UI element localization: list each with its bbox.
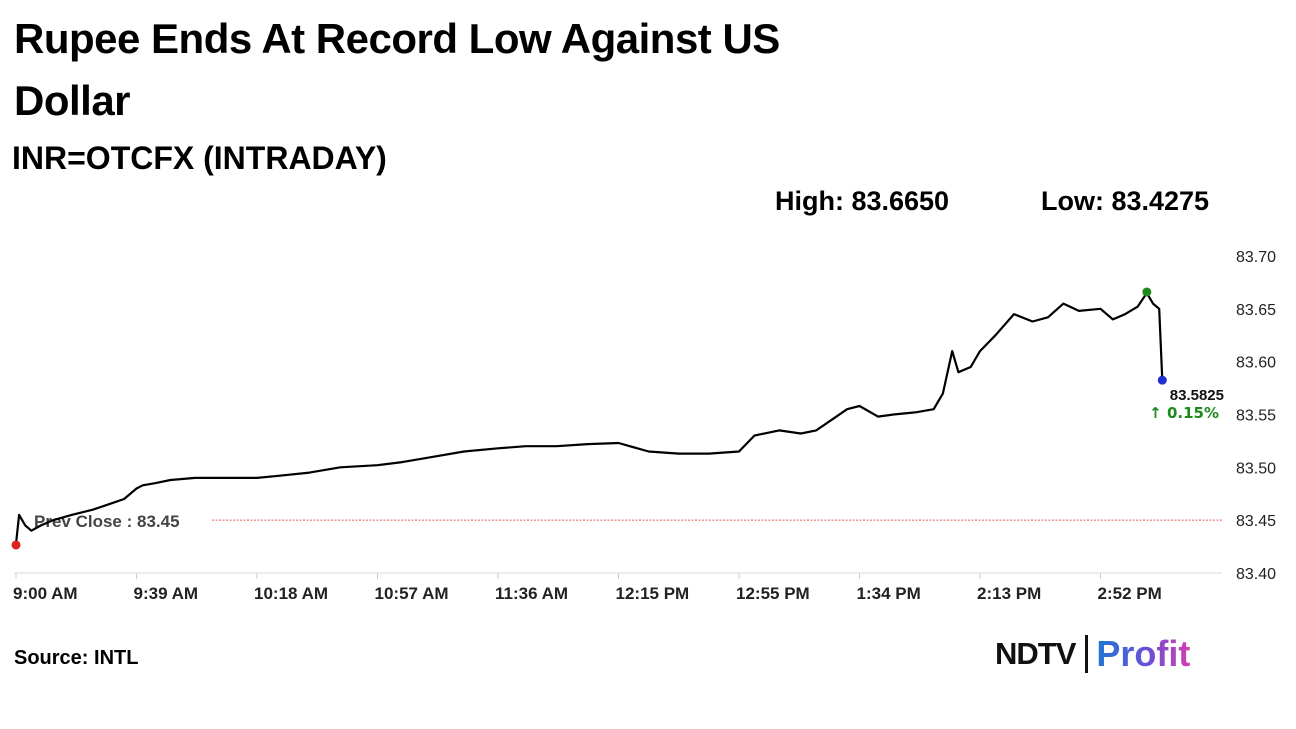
last-value-label: 83.5825 <box>1170 387 1224 404</box>
x-tick-label: 2:13 PM <box>977 584 1041 603</box>
prev-close-label: Prev Close : 83.45 <box>34 512 180 531</box>
x-tick-label: 1:34 PM <box>857 584 921 603</box>
low-point-marker <box>11 540 21 550</box>
logo-profit-text: Profit <box>1096 633 1191 674</box>
logo-ndtv-text: NDTV <box>995 636 1076 671</box>
ndtv-profit-logo: NDTV Profit <box>995 633 1191 674</box>
y-tick-label: 83.50 <box>1236 460 1276 477</box>
change-percent-label: ↑ 0.15% <box>1149 404 1219 422</box>
x-tick-label: 10:18 AM <box>254 584 328 603</box>
y-tick-label: 83.45 <box>1236 513 1276 530</box>
high-value: High: 83.6650 <box>775 186 950 216</box>
y-tick-label: 83.40 <box>1236 566 1276 583</box>
x-tick-label: 2:52 PM <box>1098 584 1162 603</box>
x-tick-label: 12:55 PM <box>736 584 810 603</box>
x-tick-label: 9:00 AM <box>13 584 78 603</box>
last-point-marker <box>1157 375 1167 385</box>
y-tick-label: 83.65 <box>1236 302 1276 319</box>
y-tick-label: 83.70 <box>1236 249 1276 266</box>
source-note: Source: INTL <box>14 647 139 669</box>
y-tick-label: 83.55 <box>1236 408 1276 425</box>
x-tick-label: 10:57 AM <box>375 584 449 603</box>
y-tick-label: 83.60 <box>1236 355 1276 372</box>
high-point-marker <box>1142 287 1152 297</box>
price-line <box>14 291 1164 545</box>
chart-subtitle: INR=OTCFX (INTRADAY) <box>12 140 387 176</box>
x-tick-label: 12:15 PM <box>616 584 690 603</box>
low-value: Low: 83.4275 <box>1041 186 1210 216</box>
logo-divider <box>1085 635 1089 673</box>
x-tick-label: 11:36 AM <box>495 584 568 603</box>
chart-title: Rupee Ends At Record Low Against US Doll… <box>14 15 780 124</box>
x-tick-label: 9:39 AM <box>134 584 199 603</box>
